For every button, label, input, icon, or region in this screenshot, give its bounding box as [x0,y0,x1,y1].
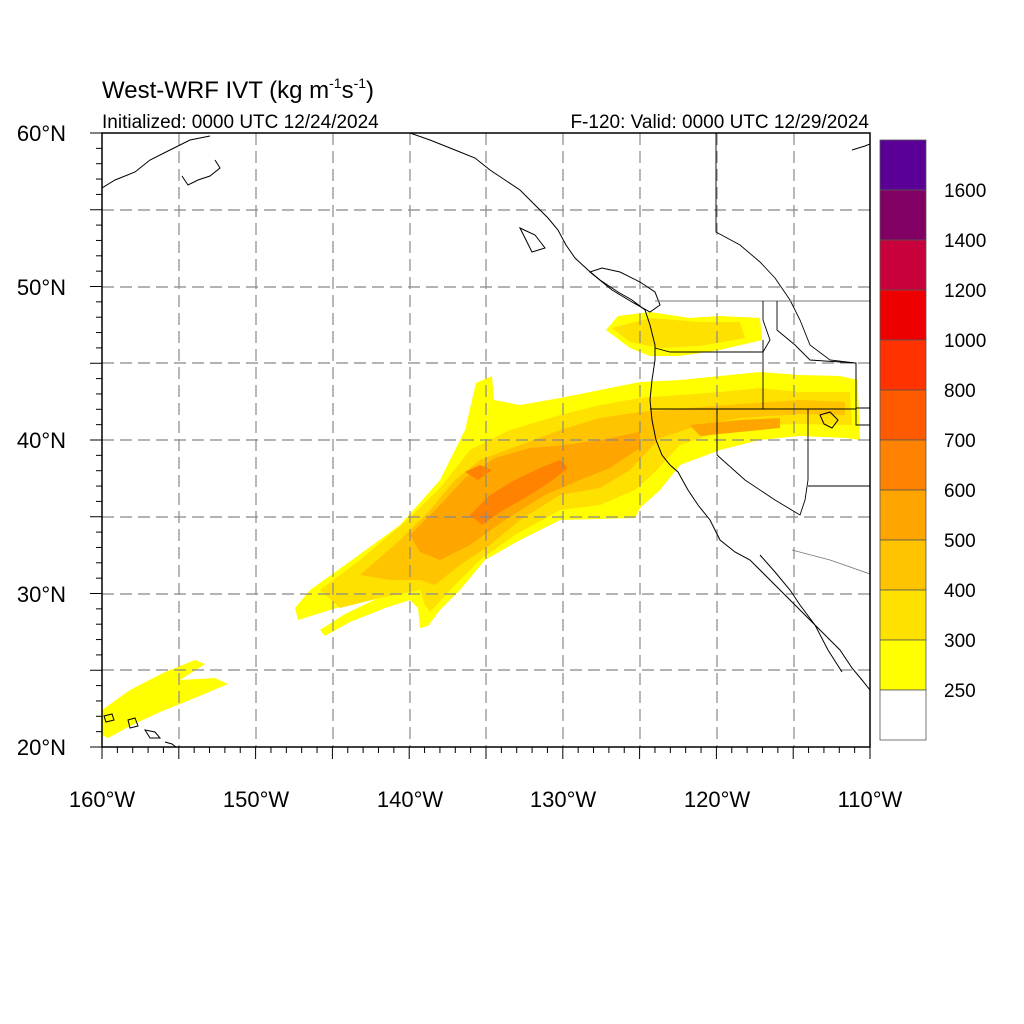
lon-label-150w: 150°W [223,787,290,812]
lat-label-20n: 20°N [17,735,66,760]
colorbar-label: 1000 [944,331,986,352]
colorbar-swatch [879,389,927,441]
latitude-labels: 20°N 30°N 40°N 50°N 60°N [17,121,66,760]
ivt-fill-400 [360,400,845,585]
colorbar-swatch [879,539,927,591]
ivt-fill-600 [465,460,568,525]
political-borders [650,133,870,575]
colorbar-label: 700 [944,431,976,452]
longitude-labels: 160°W 150°W 140°W 130°W 120°W 110°W [69,787,903,812]
lon-label-120w: 120°W [684,787,751,812]
lat-lon-gridlines [102,133,870,747]
colorbar-label: 1200 [944,281,986,302]
colorbar-label: 1600 [944,181,986,202]
colorbar-label: 250 [944,681,976,702]
colorbar-swatch [879,439,927,491]
colorbar-swatch [879,239,927,291]
colorbar-label: 500 [944,531,976,552]
valid-time: F-120: Valid: 0000 UTC 12/29/2024 [570,112,869,133]
lat-label-30n: 30°N [17,582,66,607]
colorbar-swatch [879,689,927,741]
colorbar-swatch [879,289,927,341]
map-plot-area [102,133,870,747]
ivt-colorbar: 250 300 400 500 600 700 800 1000 1200 1400 1600 [879,139,986,741]
colorbar-label: 800 [944,381,976,402]
colorbar-swatch [879,639,927,691]
lat-label-40n: 40°N [17,428,66,453]
axis-ticks [90,132,871,759]
initialized-time: Initialized: 0000 UTC 12/24/2024 [102,112,379,133]
colorbar-swatch [879,589,927,641]
colorbar-swatch [879,489,927,541]
colorbar-swatch [879,189,927,241]
lon-label-130w: 130°W [530,787,597,812]
colorbar-label: 300 [944,631,976,652]
colorbar-swatch [879,339,927,391]
coastlines [102,133,870,747]
lon-label-110w: 110°W [838,787,903,812]
colorbar-label: 400 [944,581,976,602]
lon-label-140w: 140°W [377,787,444,812]
lat-label-50n: 50°N [17,275,66,300]
colorbar-label: 1400 [944,231,986,252]
colorbar-label: 600 [944,481,976,502]
map-title: West-WRF IVT (kg m-1s-1) [102,75,374,104]
colorbar-swatch [879,139,927,191]
lat-label-60n: 60°N [17,121,66,146]
lon-label-160w: 160°W [69,787,136,812]
